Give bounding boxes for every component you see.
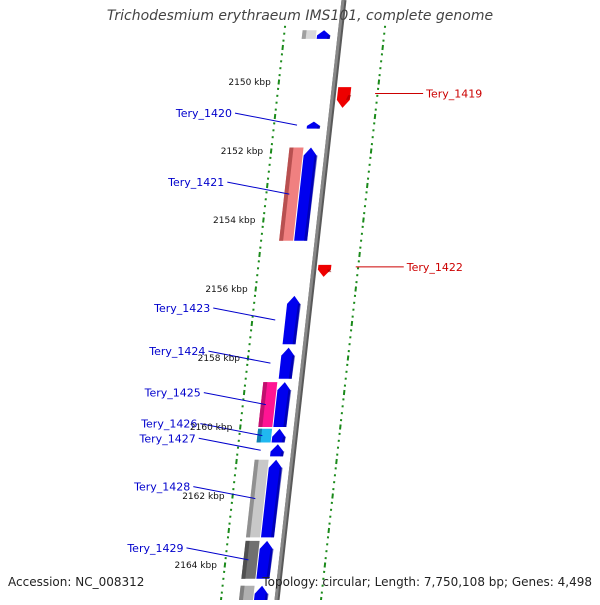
gene-label: Tery_1426 xyxy=(140,418,197,431)
gene-label: Tery_1425 xyxy=(144,387,201,400)
analysis-bar xyxy=(235,586,254,600)
tick-mark xyxy=(263,218,264,223)
tick-mark xyxy=(379,80,380,85)
scale-label: 2164 kbp xyxy=(175,561,218,571)
genome-summary-text: Topology: circular; Length: 7,750,108 bp… xyxy=(262,575,592,589)
tick-mark xyxy=(225,563,226,568)
tick-mark xyxy=(240,425,241,430)
tick-mark xyxy=(375,114,376,119)
gene-label: Tery_1420 xyxy=(175,107,232,120)
tick-mark xyxy=(282,45,283,50)
tick-mark xyxy=(248,356,249,361)
tick-mark xyxy=(328,528,329,533)
gene-label-leader xyxy=(227,182,289,194)
tick-mark xyxy=(352,321,353,326)
gene-label: Tery_1422 xyxy=(406,261,463,274)
tick-mark xyxy=(259,252,260,257)
label-layer: Tery_1419 Tery_1420 Tery_1421 Tery_1422 Tery… xyxy=(126,78,482,571)
gene-label: Tery_1429 xyxy=(126,542,183,555)
tick-mark xyxy=(348,356,349,361)
analysis-bar-shade xyxy=(235,586,244,600)
tick-mark xyxy=(255,287,256,292)
tick-mark xyxy=(271,149,272,154)
tick-mark xyxy=(228,528,229,533)
tick-mark xyxy=(371,149,372,154)
scale-label: 2162 kbp xyxy=(182,492,225,502)
gene-label: Tery_1427 xyxy=(139,432,196,445)
tick-mark xyxy=(252,321,253,326)
scale-label: 2150 kbp xyxy=(228,78,271,88)
tick-mark xyxy=(359,252,360,257)
tick-mark xyxy=(279,80,280,85)
gene-label-leader xyxy=(199,438,261,450)
tick-mark xyxy=(244,390,245,395)
tick-mark xyxy=(275,114,276,119)
gene-label: Tery_1423 xyxy=(153,302,210,315)
tick-mark xyxy=(336,459,337,464)
tick-mark xyxy=(382,45,383,50)
accession-text: Accession: NC_008312 xyxy=(8,575,144,589)
backbone-layer xyxy=(276,0,344,600)
gene-label-leader xyxy=(235,113,297,125)
scale-label: 2154 kbp xyxy=(213,216,256,226)
tick-ring-layer xyxy=(221,26,385,600)
tick-mark xyxy=(340,425,341,430)
tick-mark xyxy=(236,459,237,464)
scale-label: 2158 kbp xyxy=(198,354,241,364)
map-title: Trichodesmium erythraeum IMS101, complet… xyxy=(0,8,600,24)
tick-mark xyxy=(355,287,356,292)
tick-mark xyxy=(325,563,326,568)
tick-mark xyxy=(267,183,268,188)
scale-label: 2156 kbp xyxy=(205,285,248,295)
gene-label: Tery_1419 xyxy=(425,88,482,101)
tick-mark xyxy=(367,183,368,188)
tick-mark xyxy=(332,494,333,499)
scale-label: 2152 kbp xyxy=(221,147,264,157)
gene-label-leader xyxy=(213,308,275,320)
tick-mark xyxy=(344,390,345,395)
gene-label-leader xyxy=(186,548,248,560)
gene-label: Tery_1421 xyxy=(167,176,224,189)
feature-layer xyxy=(235,30,351,600)
gene-label-leader xyxy=(204,393,266,405)
tick-mark xyxy=(363,218,364,223)
scale-label: 2160 kbp xyxy=(190,423,233,433)
backbone-line xyxy=(276,0,343,600)
